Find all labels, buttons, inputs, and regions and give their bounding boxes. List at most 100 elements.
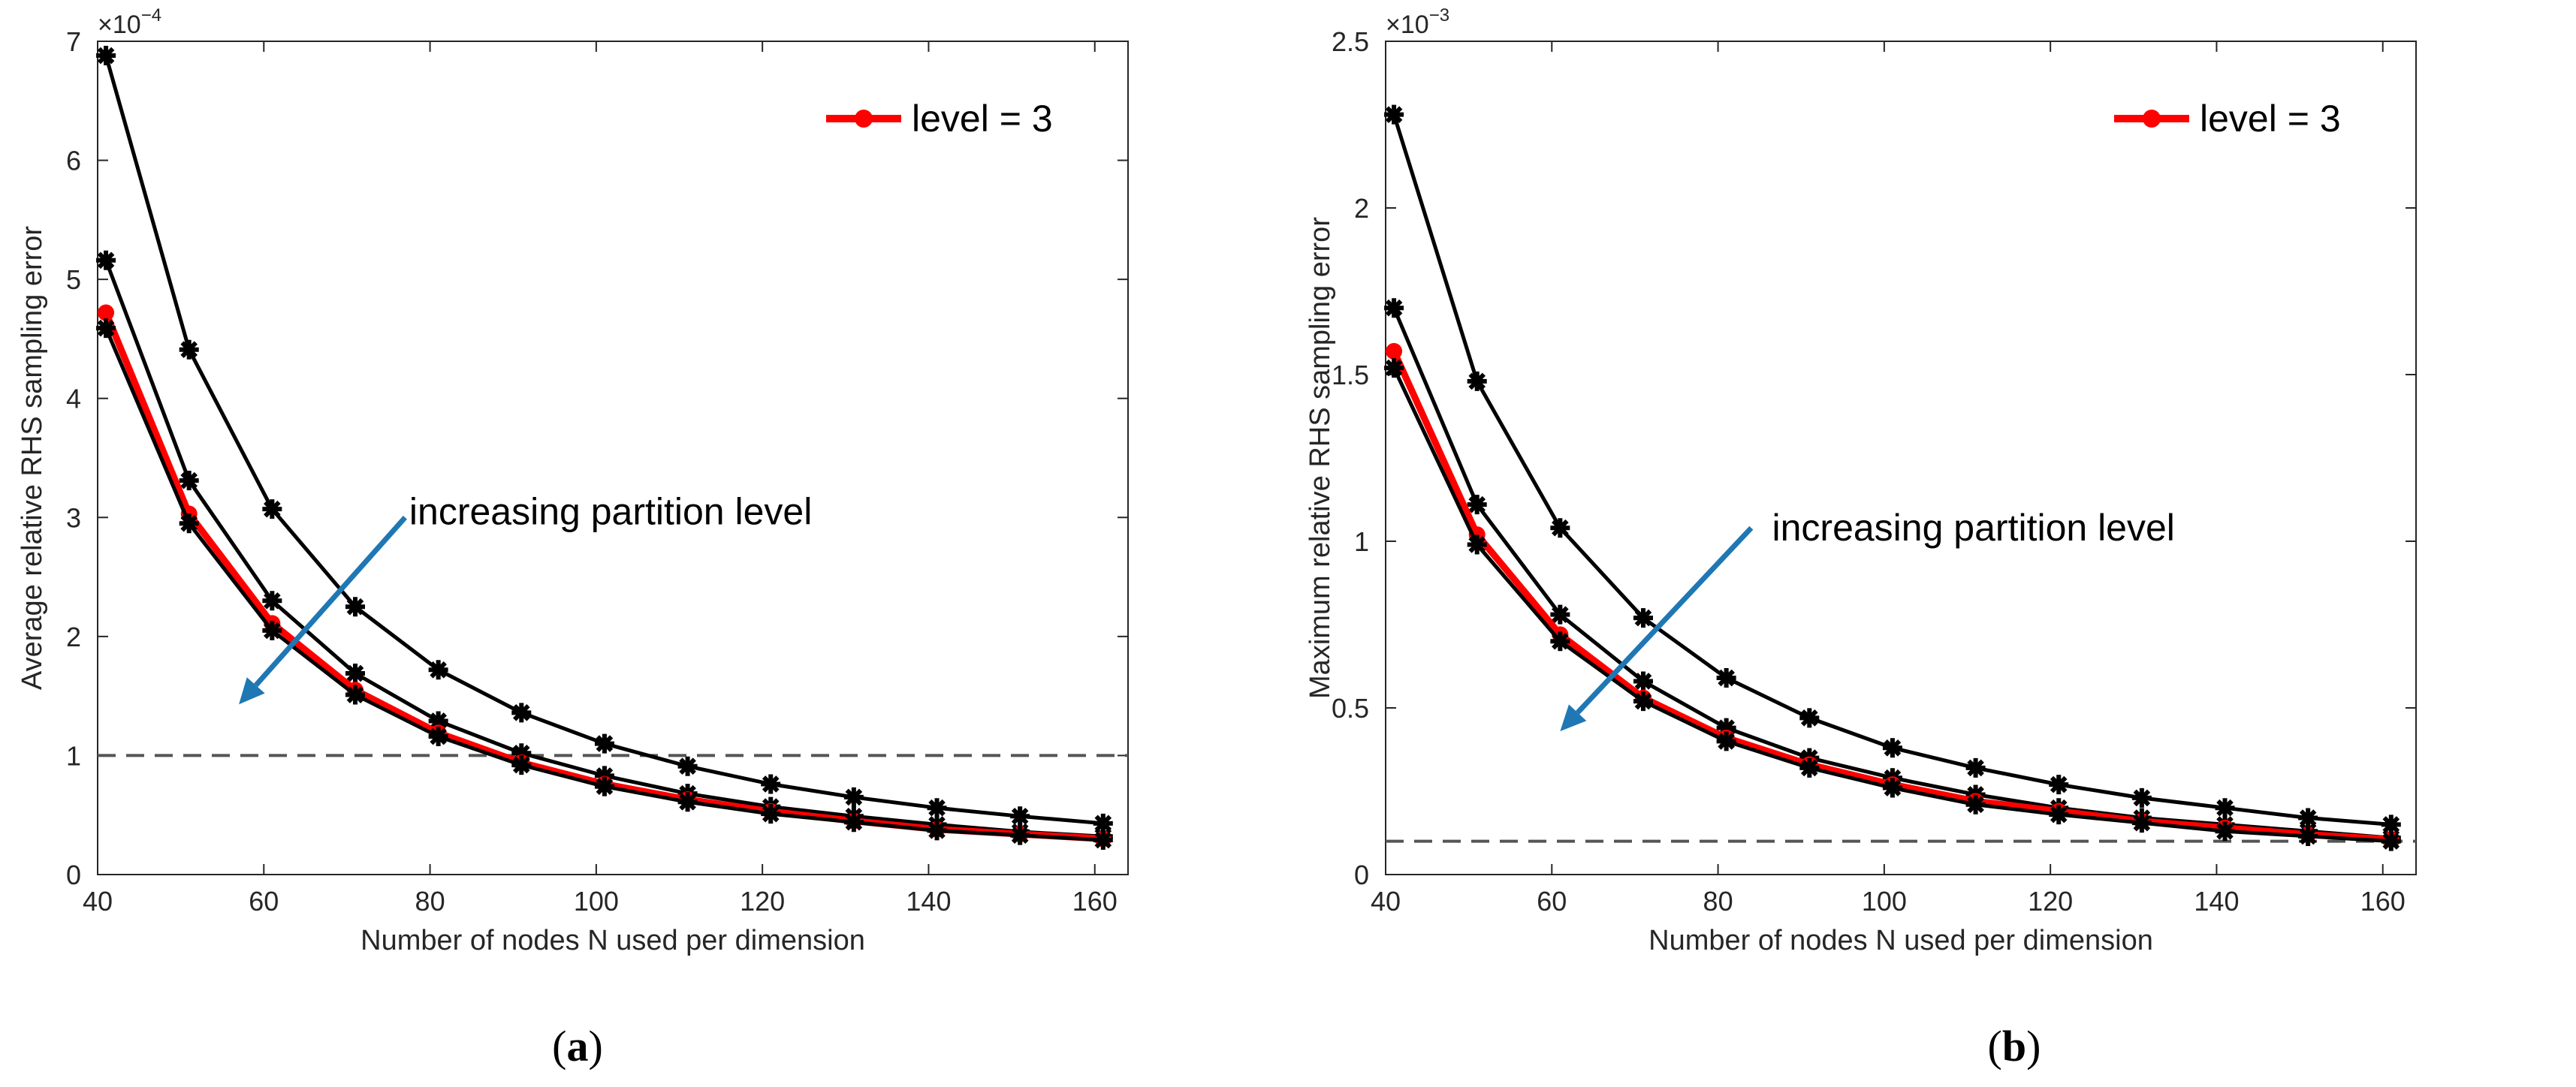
x-tick-label: 140	[2194, 886, 2239, 917]
arrow-head	[239, 677, 265, 705]
data-point	[345, 597, 365, 617]
data-point	[2381, 831, 2401, 851]
x-tick-label: 80	[415, 886, 445, 917]
data-point	[2131, 787, 2152, 808]
y-axis-exponent-power: −4	[141, 5, 161, 26]
data-point	[2131, 813, 2152, 833]
data-point	[594, 733, 614, 754]
series-line	[1392, 307, 2392, 840]
data-point	[96, 318, 116, 339]
data-point	[1384, 298, 1404, 318]
x-tick-label: 40	[1371, 886, 1401, 917]
data-point	[179, 471, 199, 491]
data-point	[1467, 495, 1487, 515]
data-point	[843, 812, 864, 833]
y-axis-label: Maximum relative RHS sampling error	[1305, 217, 1336, 699]
y-tick-label: 1	[1354, 526, 1369, 557]
data-point	[511, 743, 532, 763]
data-point	[96, 250, 116, 270]
arrow-shaft	[254, 515, 408, 688]
data-point	[2049, 775, 2069, 795]
x-axis-label: Number of nodes N used per dimension	[1648, 925, 2153, 956]
x-tick-label: 140	[906, 886, 951, 917]
y-tick-label: 3	[66, 502, 81, 533]
data-point	[262, 591, 282, 611]
data-point	[2049, 805, 2069, 825]
data-point	[1384, 104, 1404, 125]
data-point	[262, 620, 282, 640]
y-tick-label: 4	[66, 384, 81, 414]
y-tick-label: 1.5	[1332, 360, 1369, 390]
caption-b: (b)	[1987, 1022, 2041, 1070]
data-point	[1467, 371, 1487, 391]
data-point	[1716, 668, 1736, 688]
series-level-3	[98, 304, 1112, 848]
y-tick-label: 7	[66, 26, 81, 57]
data-point	[179, 339, 199, 360]
data-point	[262, 499, 282, 519]
series-black-0	[96, 46, 1113, 833]
y-tick-label: 6	[66, 146, 81, 176]
data-point	[98, 304, 115, 321]
x-tick-label: 60	[249, 886, 279, 917]
annotation-arrow	[1560, 525, 1754, 732]
data-point	[2298, 808, 2318, 828]
x-tick-label: 100	[1862, 886, 1907, 917]
y-tick-label: 5	[66, 264, 81, 295]
series-line	[104, 55, 1104, 826]
data-point	[1716, 731, 1736, 751]
x-tick-label: 80	[1703, 886, 1733, 917]
x-tick-label: 60	[1537, 886, 1567, 917]
caption-a: (a)	[552, 1022, 603, 1070]
data-point	[2215, 821, 2235, 842]
data-point	[511, 703, 532, 723]
legend-marker	[855, 110, 873, 128]
data-point	[1550, 631, 1570, 652]
data-point	[927, 821, 947, 841]
arrow-shaft	[1576, 525, 1754, 715]
data-point	[677, 756, 698, 776]
series-black-3	[96, 318, 1113, 851]
data-point	[345, 685, 365, 705]
arrow-head	[1560, 704, 1587, 732]
data-point	[1093, 813, 1113, 833]
series-black-1	[1384, 298, 2401, 848]
data-point	[1010, 825, 1030, 845]
data-point	[594, 776, 614, 796]
legend-label: level = 3	[912, 98, 1053, 140]
y-axis-label: Average relative RHS sampling error	[17, 226, 48, 690]
x-tick-label: 120	[2028, 886, 2073, 917]
x-tick-label: 40	[83, 886, 113, 917]
annotation-text: increasing partition level	[1772, 507, 2175, 549]
plot-area-frame	[1385, 41, 2417, 875]
y-tick-label: 0	[1354, 860, 1369, 890]
chart-panel-a: 40 60 80 100 120 140 160 0 1 2 3 4 5 6 7 ×10−4 Number of…	[17, 5, 1129, 956]
data-point	[96, 46, 116, 66]
y-tick-label: 0	[66, 860, 81, 890]
chart-panel-b: 40 60 80 100 120 140 160 0 0.5 1 1.5 2 2.5 ×10−3 Numbe…	[1305, 5, 2417, 956]
series-black-0	[1384, 104, 2401, 835]
x-tick-label: 100	[574, 886, 619, 917]
series-line	[104, 327, 1103, 842]
y-tick-label: 2.5	[1332, 26, 1369, 57]
data-point	[1384, 358, 1404, 378]
data-point	[428, 660, 448, 680]
data-point	[2381, 814, 2401, 835]
data-point	[1386, 342, 1403, 360]
y-tick-label: 0.5	[1332, 693, 1369, 724]
legend: level = 3	[2114, 98, 2341, 140]
series-black-3	[1384, 358, 2401, 851]
data-point	[1633, 691, 1653, 712]
series-line	[1392, 113, 2392, 827]
plot-area-frame	[97, 41, 1129, 875]
data-point	[1467, 534, 1487, 555]
data-point	[1550, 518, 1570, 538]
data-point	[1633, 608, 1653, 628]
annotation-text: increasing partition level	[409, 490, 812, 532]
data-point	[1799, 757, 1820, 778]
data-point	[428, 727, 448, 747]
data-point	[927, 798, 947, 818]
y-tick-label: 2	[1354, 193, 1369, 224]
y-tick-label: 2	[66, 622, 81, 652]
data-point	[843, 787, 864, 807]
